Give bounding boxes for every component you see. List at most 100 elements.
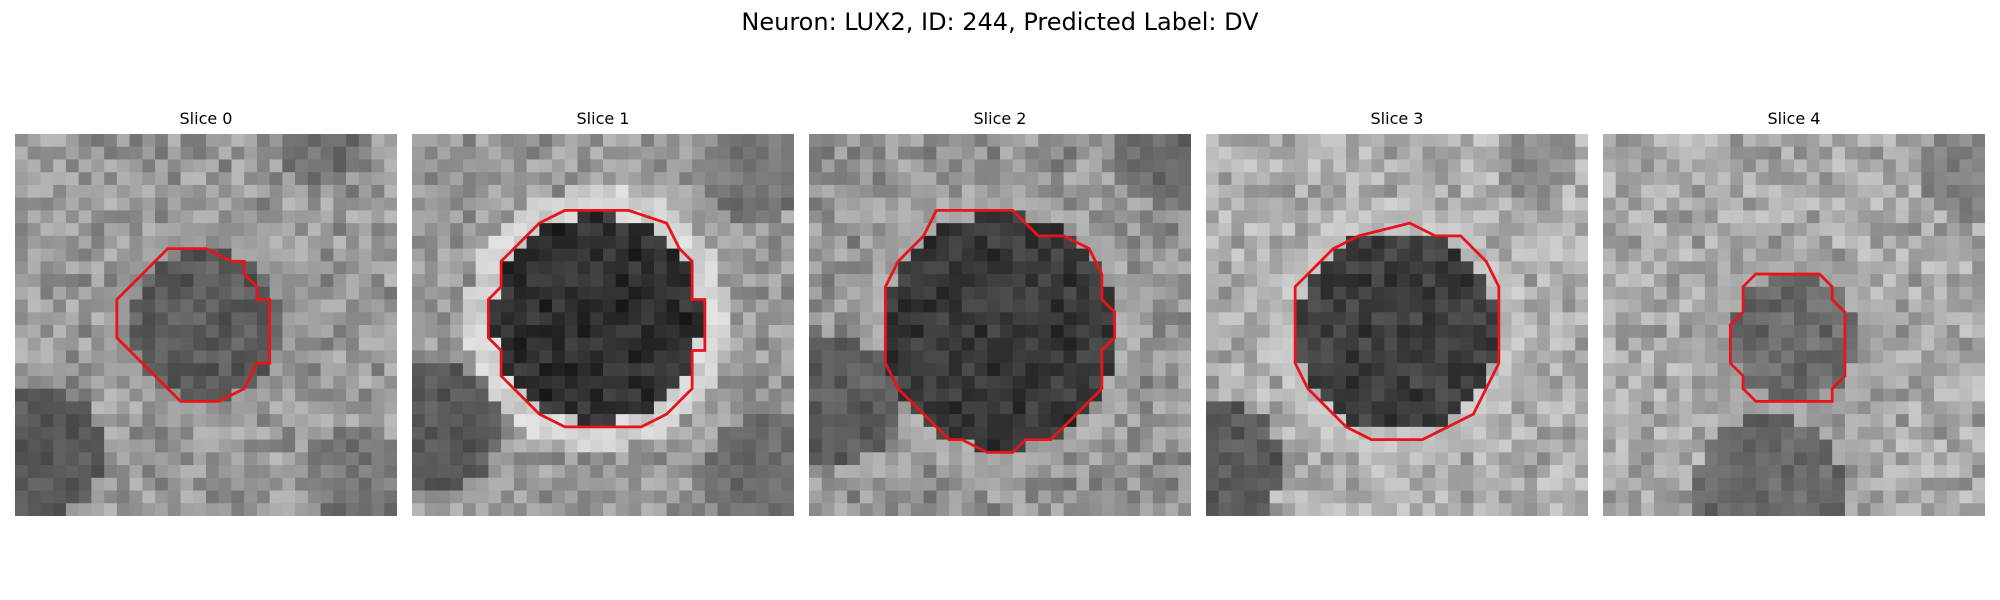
pixel xyxy=(936,363,950,377)
pixel xyxy=(1857,274,1871,288)
pixel xyxy=(1562,363,1576,377)
pixel xyxy=(1628,159,1642,173)
pixel xyxy=(1101,286,1115,300)
pixel xyxy=(320,172,334,186)
pixel xyxy=(872,439,886,453)
pixel xyxy=(384,477,397,491)
pixel xyxy=(1486,388,1500,402)
pixel xyxy=(859,134,874,148)
pixel xyxy=(129,426,143,440)
pixel xyxy=(1704,274,1718,288)
pixel xyxy=(1206,337,1220,351)
pixel xyxy=(936,299,950,313)
pixel xyxy=(1447,146,1462,160)
pixel xyxy=(949,414,963,428)
pixel xyxy=(923,299,937,313)
pixel xyxy=(1152,439,1166,453)
pixel xyxy=(371,375,385,390)
pixel xyxy=(1231,363,1245,377)
pixel xyxy=(1641,388,1655,402)
pixel xyxy=(129,261,143,275)
pixel xyxy=(704,274,718,288)
pixel xyxy=(717,503,731,516)
pixel xyxy=(462,274,477,288)
pixel xyxy=(1473,261,1487,275)
pixel xyxy=(206,375,220,390)
pixel xyxy=(1333,248,1347,262)
pixel xyxy=(1857,197,1871,211)
pixel xyxy=(1127,350,1141,364)
pixel xyxy=(346,375,360,390)
pixel xyxy=(1178,146,1191,160)
pixel xyxy=(1575,490,1588,504)
pixel xyxy=(1704,210,1718,224)
pixel xyxy=(1140,350,1154,364)
pixel xyxy=(1320,363,1334,377)
pixel xyxy=(104,235,118,249)
pixel xyxy=(180,452,194,466)
pixel xyxy=(295,363,309,377)
pixel xyxy=(1511,146,1525,160)
pixel xyxy=(1641,223,1655,237)
pixel xyxy=(910,363,924,377)
pixel xyxy=(104,363,118,377)
pixel xyxy=(1857,325,1871,339)
pixel xyxy=(104,414,118,428)
pixel xyxy=(1320,274,1334,288)
pixel xyxy=(1384,426,1398,440)
pixel xyxy=(615,503,629,516)
pixel xyxy=(1959,325,1973,339)
pixel xyxy=(1256,439,1271,453)
pixel xyxy=(1486,426,1500,440)
pixel xyxy=(1025,134,1039,148)
pixel xyxy=(1755,184,1769,199)
pixel xyxy=(666,388,680,402)
slice-panel-1: Slice 1 xyxy=(412,100,794,520)
pixel xyxy=(1537,350,1551,364)
pixel xyxy=(615,439,629,453)
pixel xyxy=(1460,388,1474,402)
pixel xyxy=(91,223,105,237)
pixel xyxy=(1473,503,1487,516)
pixel xyxy=(129,325,143,339)
pixel xyxy=(1447,261,1462,275)
pixel xyxy=(641,465,655,479)
pixel xyxy=(704,363,718,377)
pixel xyxy=(885,146,899,160)
pixel xyxy=(743,375,757,390)
pixel xyxy=(1346,363,1360,377)
pixel xyxy=(1282,477,1296,491)
pixel xyxy=(1641,146,1655,160)
pixel xyxy=(384,426,397,440)
pixel xyxy=(231,414,245,428)
pixel xyxy=(1959,274,1973,288)
pixel xyxy=(333,248,347,262)
pixel xyxy=(358,248,372,262)
pixel xyxy=(282,452,296,466)
pixel xyxy=(1794,172,1808,186)
pixel xyxy=(116,363,130,377)
pixel xyxy=(78,312,92,326)
pixel xyxy=(1717,350,1731,364)
pixel xyxy=(1641,184,1655,199)
pixel xyxy=(1127,388,1141,402)
pixel xyxy=(1498,388,1512,402)
pixel xyxy=(692,184,706,199)
pixel xyxy=(1447,477,1462,491)
pixel xyxy=(501,477,515,491)
pixel xyxy=(1218,363,1232,377)
pixel xyxy=(384,401,397,415)
pixel xyxy=(936,248,950,262)
pixel xyxy=(1870,439,1884,453)
pixel xyxy=(1870,299,1884,313)
pixel xyxy=(501,299,515,313)
pixel xyxy=(116,388,130,402)
pixel xyxy=(564,146,578,160)
pixel xyxy=(1870,197,1884,211)
pixel xyxy=(295,235,309,249)
pixel xyxy=(1934,401,1948,415)
pixel xyxy=(1921,337,1935,351)
pixel xyxy=(129,414,143,428)
pixel xyxy=(15,299,29,313)
pixel xyxy=(1692,337,1706,351)
